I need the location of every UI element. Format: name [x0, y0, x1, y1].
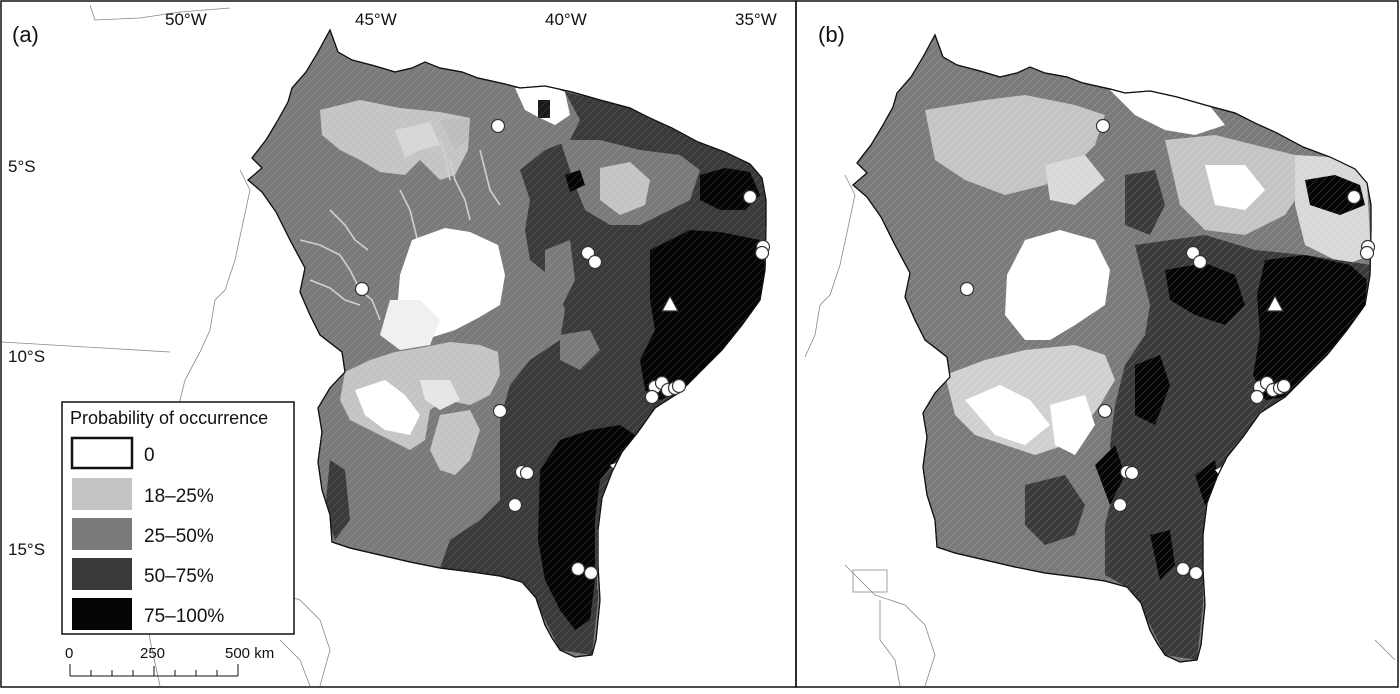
legend-label-2: 25–50%	[144, 526, 214, 547]
panel-a-occurrence-point	[587, 254, 603, 270]
panel-a: (a) 50°W 45°W 40°W 35°W 5°S 10°S 15°S Pr…	[2, 2, 796, 686]
legend-swatch-1	[72, 478, 132, 510]
scale-bar: 0 250 500 km	[65, 645, 274, 677]
panel-b-occurrence-point	[1112, 497, 1128, 513]
panel-a-occurrence-point	[354, 281, 370, 297]
legend: Probability of occurrence 0 18–25% 25–50…	[61, 401, 295, 635]
reference-triangle-a	[661, 294, 679, 312]
occurrence-markers-a	[354, 118, 771, 581]
lat-label-5s: 5°S	[8, 157, 36, 176]
panel-a-occurrence-point	[644, 389, 660, 405]
scale-label-500: 500 km	[225, 645, 274, 662]
panel-b-occurrence-point	[1188, 565, 1204, 581]
panel-a-occurrence-point	[754, 245, 770, 261]
scale-label-250: 250	[140, 645, 165, 662]
panel-a-occurrence-point	[583, 565, 599, 581]
lon-label-45w: 45°W	[355, 10, 397, 29]
panel-b-occurrence-point	[959, 281, 975, 297]
reference-triangle-b	[1266, 294, 1284, 312]
legend-label-3: 50–75%	[144, 566, 214, 587]
lon-label-35w: 35°W	[735, 10, 777, 29]
panel-b-occurrence-point	[1249, 389, 1265, 405]
panel-b-occurrence-point	[1359, 245, 1375, 261]
lon-label-50w: 50°W	[165, 10, 207, 29]
legend-title: Probability of occurrence	[70, 408, 268, 428]
legend-label-1: 18–25%	[144, 486, 214, 507]
legend-label-0: 0	[144, 445, 155, 466]
scale-label-0: 0	[65, 645, 73, 662]
legend-swatch-2	[72, 518, 132, 550]
lat-label-15s: 15°S	[8, 540, 45, 559]
legend-swatch-0	[70, 436, 134, 470]
panel-b-frame	[795, 0, 1399, 688]
panel-b-occurrence-point	[1192, 254, 1208, 270]
panel-b-occurrence-point	[1175, 561, 1191, 577]
lon-label-40w: 40°W	[545, 10, 587, 29]
panel-a-occurrence-point	[570, 561, 586, 577]
panel-a-occurrence-point	[742, 189, 758, 205]
panel-a-occurrence-point	[492, 403, 508, 419]
legend-swatch-3	[72, 558, 132, 590]
panel-b-occurrence-point	[1095, 118, 1111, 134]
legend-label-4: 75–100%	[144, 606, 224, 627]
panel-b-label: (b)	[818, 22, 845, 47]
lat-label-10s: 10°S	[8, 347, 45, 366]
panel-a-occurrence-point	[507, 497, 523, 513]
panel-a-occurrence-point	[671, 378, 687, 394]
panel-b-occurrence-point	[1124, 465, 1140, 481]
occurrence-markers-b	[959, 118, 1376, 581]
state-boundaries-b	[804, 174, 1396, 686]
panel-b-occurrence-point	[1276, 378, 1292, 394]
panel-a-label: (a)	[12, 22, 39, 47]
legend-swatch-4	[72, 598, 132, 630]
panel-b: (b)	[797, 2, 1397, 686]
panel-b-occurrence-point	[1097, 403, 1113, 419]
panel-a-occurrence-point	[490, 118, 506, 134]
panel-b-occurrence-point	[1346, 189, 1362, 205]
panel-a-occurrence-point	[519, 465, 535, 481]
